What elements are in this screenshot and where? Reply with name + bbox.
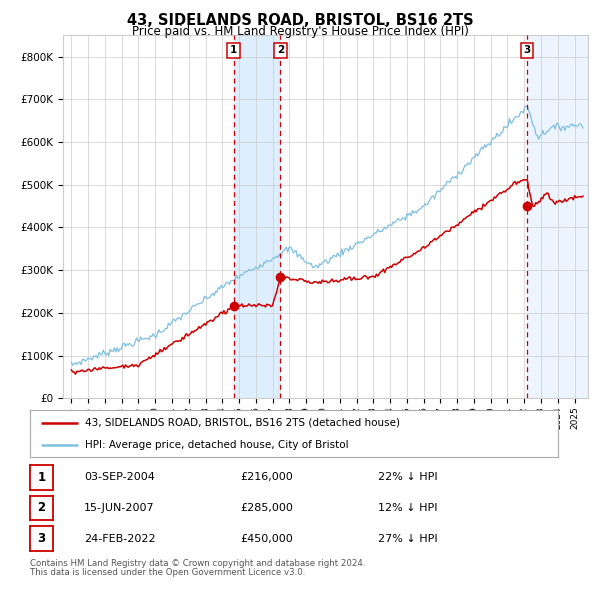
- Text: 03-SEP-2004: 03-SEP-2004: [84, 473, 155, 482]
- Text: 27% ↓ HPI: 27% ↓ HPI: [378, 534, 437, 543]
- Text: £450,000: £450,000: [240, 534, 293, 543]
- Text: 1: 1: [230, 45, 237, 55]
- Text: 15-JUN-2007: 15-JUN-2007: [84, 503, 155, 513]
- Bar: [233, 35, 280, 398]
- Text: 3: 3: [37, 532, 46, 545]
- Bar: [527, 35, 588, 398]
- Text: 1: 1: [37, 471, 46, 484]
- Text: 43, SIDELANDS ROAD, BRISTOL, BS16 2TS (detached house): 43, SIDELANDS ROAD, BRISTOL, BS16 2TS (d…: [85, 418, 400, 428]
- Text: 43, SIDELANDS ROAD, BRISTOL, BS16 2TS: 43, SIDELANDS ROAD, BRISTOL, BS16 2TS: [127, 13, 473, 28]
- Text: £285,000: £285,000: [240, 503, 293, 513]
- Text: 3: 3: [523, 45, 530, 55]
- Text: £216,000: £216,000: [240, 473, 293, 482]
- Text: 2: 2: [277, 45, 284, 55]
- Text: Price paid vs. HM Land Registry's House Price Index (HPI): Price paid vs. HM Land Registry's House …: [131, 25, 469, 38]
- Text: 12% ↓ HPI: 12% ↓ HPI: [378, 503, 437, 513]
- Text: HPI: Average price, detached house, City of Bristol: HPI: Average price, detached house, City…: [85, 440, 349, 450]
- Text: This data is licensed under the Open Government Licence v3.0.: This data is licensed under the Open Gov…: [30, 568, 305, 577]
- Text: Contains HM Land Registry data © Crown copyright and database right 2024.: Contains HM Land Registry data © Crown c…: [30, 559, 365, 568]
- Text: 2: 2: [37, 502, 46, 514]
- Text: 24-FEB-2022: 24-FEB-2022: [84, 534, 155, 543]
- Text: 22% ↓ HPI: 22% ↓ HPI: [378, 473, 437, 482]
